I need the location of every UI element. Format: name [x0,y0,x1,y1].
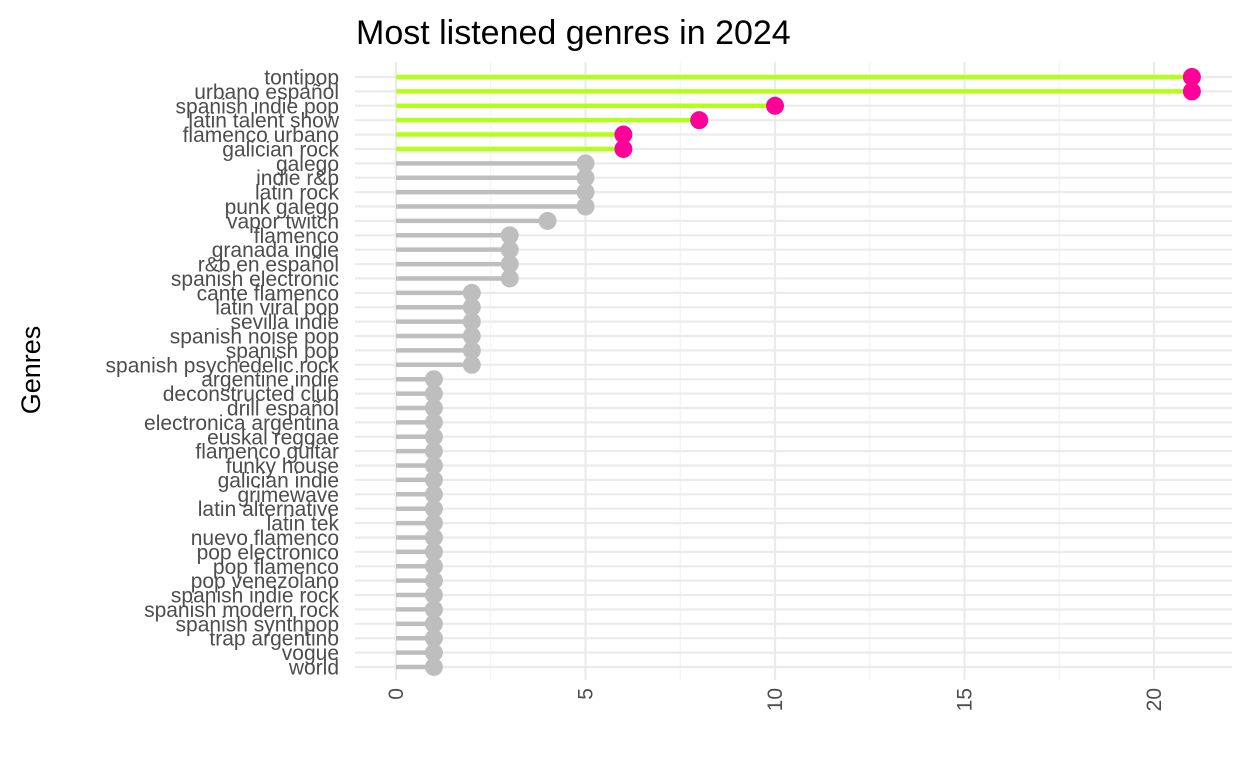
lollipop-point [424,427,443,446]
lollipop-point [424,413,443,432]
y-tick-label: deconstructed club [163,383,339,406]
x-tick-label: 20 [1143,688,1166,711]
y-tick-label: punk galego [225,196,339,219]
y-tick-label: urbano español [194,81,339,104]
lollipop-point [500,226,519,245]
lollipop-point [424,643,443,662]
x-tick-labels: 0 5 10 15 20 [385,688,1166,711]
y-tick-label: spanish pop [226,340,339,363]
y-tick-label: galician indie [218,469,339,492]
x-tick-label: 10 [764,688,787,711]
y-axis-title: Genres [16,326,46,415]
lollipop-point [424,442,443,461]
lollipop-point [614,125,633,144]
lollipop-point [462,341,481,360]
lollipop-point [500,269,519,288]
y-tick-label: flamenco [254,225,339,248]
lollipop-point [462,283,481,302]
y-tick-label: pop venezolano [191,570,339,593]
y-tick-label: cante flamenco [197,282,339,305]
x-tick-label: 0 [385,688,408,700]
lollipop-point [462,298,481,317]
y-tick-label: world [288,656,339,679]
lollipop-point [424,614,443,633]
lollipop-point [538,211,557,230]
lollipop-point [500,255,519,274]
lollipop-point [766,96,784,115]
lollipop-point [462,355,481,374]
lollipop-point [424,629,443,648]
y-tick-label: indie r&b [256,167,339,190]
lollipop-point [424,657,443,676]
y-tick-label: tontipop [264,67,339,90]
y-tick-label: flamenco guitar [195,441,339,464]
y-tick-label: latin talent show [188,110,339,133]
lollipop-point [424,456,443,475]
chart-title: Most listened genres in 2024 [356,14,791,52]
y-tick-label: argentine indie [201,369,339,392]
y-tick-label: spanish electronic [171,268,339,291]
lollipop-point [500,240,519,259]
lollipop-point [576,197,595,216]
y-tick-label: pop electronico [197,541,339,564]
lollipop-point [424,370,443,389]
y-tick-label: grimewave [237,484,339,507]
lollipop-point [424,485,443,504]
y-tick-label: electronica argentina [144,412,339,435]
y-tick-label: spanish indie pop [176,95,339,118]
lollipop-point [576,168,595,187]
y-tick-label: funky house [226,455,339,478]
lollipop-point [424,514,443,533]
x-tick-label: 15 [954,688,977,711]
x-tick-label: 5 [575,688,598,700]
y-tick-label: vapor twitch [227,210,339,233]
lollipop-point [424,499,443,518]
lollipop-point [614,139,633,158]
y-tick-label: latin tek [267,513,340,536]
y-tick-label: flamenco urbano [183,124,339,147]
y-tick-label: galego [276,153,339,176]
lollipop-marks [396,68,1201,676]
lollipop-point [424,571,443,590]
lollipop-point [1182,68,1201,86]
lollipop-point [424,470,443,489]
y-tick-label: trap argentino [209,628,339,651]
y-tick-label: spanish indie rock [171,585,340,608]
y-tick-label: pop flamenco [213,556,339,579]
lollipop-point [424,600,443,619]
y-tick-label: galician rock [222,138,339,161]
y-tick-label: latin rock [255,182,340,205]
lollipop-point [424,528,443,547]
y-tick-label: nuevo flamenco [191,527,339,550]
y-tick-label: latin alternative [198,498,339,521]
lollipop-point [462,327,481,346]
y-tick-label: spanish synthpop [176,613,339,636]
lollipop-point [576,154,595,173]
y-tick-label: vogue [282,642,339,665]
lollipop-point [424,586,443,605]
y-tick-label: drill español [227,397,339,420]
lollipop-point [424,557,443,576]
lollipop-point [424,542,443,561]
grid [355,62,1232,680]
lollipop-point [1182,82,1201,101]
y-tick-label: granada indie [212,239,339,262]
lollipop-point [690,111,709,130]
y-tick-label: r&b en español [198,254,339,277]
lollipop-point [576,183,595,202]
y-tick-label: euskal reggae [207,426,339,449]
y-tick-label: spanish modern rock [144,599,339,622]
y-tick-label: spanish noise pop [170,326,339,349]
y-tick-label: sevilla indie [230,311,339,334]
lollipop-point [424,384,443,403]
y-tick-label: spanish psychedelic rock [106,354,340,377]
y-tick-label: latin viral pop [215,297,339,320]
lollipop-point [462,312,481,331]
lollipop-point [424,398,443,417]
